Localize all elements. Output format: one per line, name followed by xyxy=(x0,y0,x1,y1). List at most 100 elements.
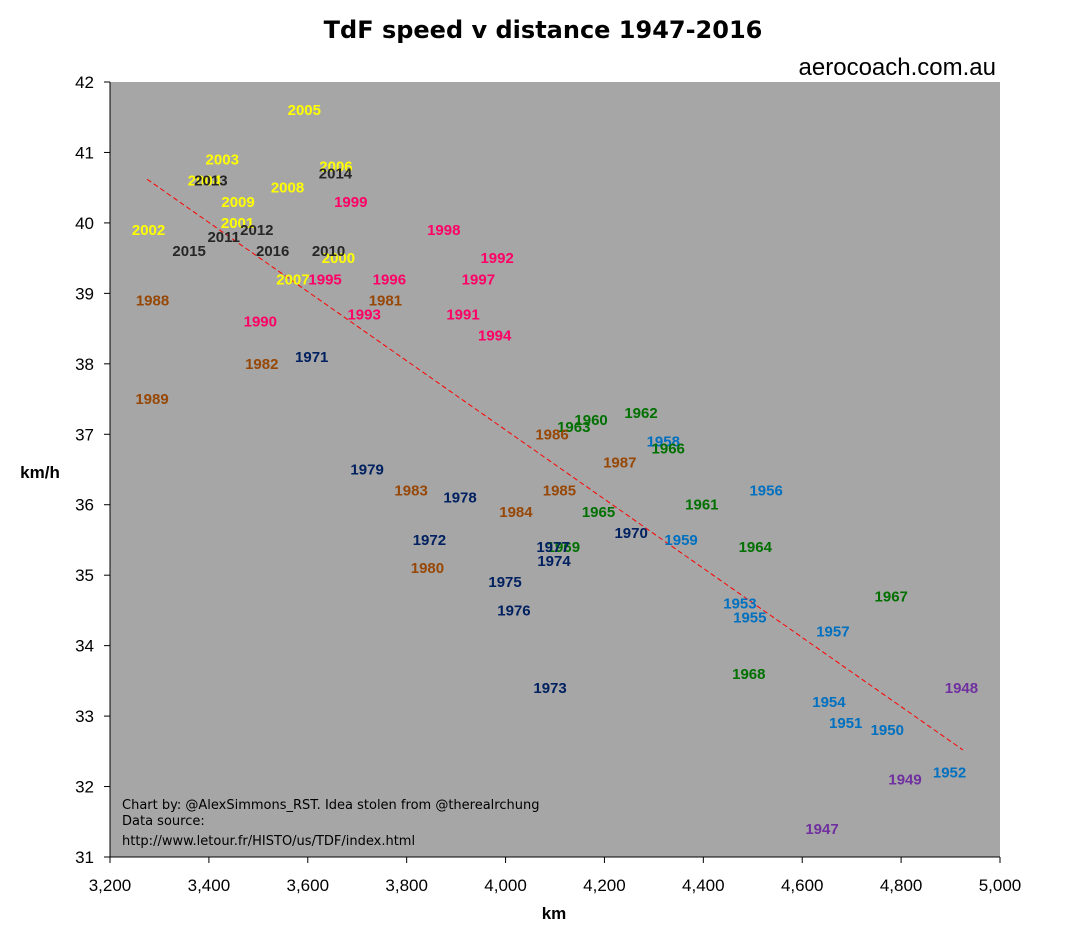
data-point-label: 1987 xyxy=(603,454,636,471)
data-point-label: 1955 xyxy=(733,609,766,626)
data-point-label: 1994 xyxy=(478,328,512,345)
x-tick-label: 3,400 xyxy=(188,876,231,895)
data-point-label: 1970 xyxy=(614,525,647,542)
data-point-label: 2008 xyxy=(271,180,304,197)
x-tick-label: 4,800 xyxy=(880,876,923,895)
x-tick-label: 5,000 xyxy=(979,876,1022,895)
data-point-label: 1995 xyxy=(308,271,341,288)
data-point-label: 1971 xyxy=(295,349,328,366)
data-point-label: 2015 xyxy=(172,243,205,260)
data-point-label: 1967 xyxy=(875,588,908,605)
data-point-label: 1950 xyxy=(871,722,904,739)
data-point-label: 2016 xyxy=(256,243,289,260)
trendline xyxy=(146,178,964,751)
data-point-label: 2005 xyxy=(288,102,321,119)
data-point-label: 2011 xyxy=(207,229,240,246)
data-point-label: 1956 xyxy=(749,483,782,500)
y-tick-label: 36 xyxy=(75,496,94,515)
data-point-label: 2002 xyxy=(132,222,165,239)
data-point-label: 1977 xyxy=(536,539,569,556)
data-point-label: 1974 xyxy=(537,553,571,570)
data-point-label: 2012 xyxy=(240,222,273,239)
data-point-label: 2009 xyxy=(221,194,254,211)
data-point-label: 1991 xyxy=(446,307,479,324)
data-point-label: 1998 xyxy=(427,222,460,239)
data-point-label: 1982 xyxy=(245,356,278,373)
data-point-label: 2013 xyxy=(194,173,227,190)
data-point-label: 1980 xyxy=(411,560,444,577)
data-point-label: 1961 xyxy=(685,497,718,514)
data-point-label: 1983 xyxy=(394,483,427,500)
x-tick-label: 3,600 xyxy=(287,876,330,895)
data-source-label: Data source: xyxy=(122,814,205,829)
data-point-label: 2006 xyxy=(319,159,352,176)
data-point-label: 1986 xyxy=(535,426,568,443)
x-tick-label: 4,000 xyxy=(484,876,527,895)
data-point-label: 1992 xyxy=(480,250,513,267)
data-point-label: 2007 xyxy=(276,271,309,288)
data-point-label: 1990 xyxy=(244,314,277,331)
data-point-label: 1949 xyxy=(888,772,921,789)
x-tick-label: 4,600 xyxy=(781,876,824,895)
data-source-url: http://www.letour.fr/HISTO/us/TDF/index.… xyxy=(122,834,415,849)
data-point-label: 2004 xyxy=(188,173,222,190)
data-point-label: 1951 xyxy=(829,715,862,732)
data-point-label: 1958 xyxy=(647,433,680,450)
y-tick-label: 35 xyxy=(75,566,94,585)
data-point-label: 1978 xyxy=(443,490,476,507)
data-point-label: 1976 xyxy=(497,602,530,619)
axis-ticks: 3,200 3,400 3,600 3,800 4,000 4,200 4,400 4,600… xyxy=(75,73,1021,895)
y-tick-label: 40 xyxy=(75,214,94,233)
x-tick-label: 3,200 xyxy=(89,876,132,895)
y-tick-label: 39 xyxy=(75,284,94,303)
data-point-label: 1985 xyxy=(543,483,576,500)
data-point-label: 2014 xyxy=(319,166,353,183)
data-point-label: 1947 xyxy=(805,821,838,838)
y-tick-label: 42 xyxy=(75,73,94,92)
data-point-label: 1952 xyxy=(933,764,966,781)
data-point-label: 2000 xyxy=(322,250,355,267)
y-tick-label: 34 xyxy=(75,637,94,656)
data-point-label: 1989 xyxy=(135,391,168,408)
data-point-label: 1966 xyxy=(652,440,685,457)
data-point-label: 1999 xyxy=(334,194,367,211)
y-tick-label: 33 xyxy=(75,707,94,726)
x-tick-label: 4,400 xyxy=(682,876,725,895)
x-axis-label: km xyxy=(542,904,567,923)
x-tick-label: 4,200 xyxy=(583,876,626,895)
data-point-label: 1963 xyxy=(557,419,590,436)
data-point-label: 1954 xyxy=(812,694,846,711)
chart-title: TdF speed v distance 1947-2016 xyxy=(324,16,763,44)
data-point-label: 1960 xyxy=(574,412,607,429)
credit-note: Chart by: @AlexSimmons_RST. Idea stolen … xyxy=(122,798,539,813)
chart-notes: Chart by: @AlexSimmons_RST. Idea stolen … xyxy=(122,798,539,849)
data-point-label: 1979 xyxy=(350,462,383,479)
data-point-label: 1973 xyxy=(533,680,566,697)
y-tick-label: 31 xyxy=(75,848,94,867)
x-tick-label: 3,800 xyxy=(385,876,428,895)
data-point-label: 1959 xyxy=(664,532,697,549)
data-point-label: 1975 xyxy=(488,574,521,591)
data-point-label: 1969 xyxy=(547,539,580,556)
data-point-label: 1948 xyxy=(945,680,978,697)
data-point-label: 1988 xyxy=(136,292,169,309)
watermark-text: aerocoach.com.au xyxy=(799,54,996,81)
data-point-label: 1972 xyxy=(413,532,446,549)
data-point-label: 1968 xyxy=(732,666,765,683)
data-point-label: 1953 xyxy=(723,595,756,612)
plot-area xyxy=(110,82,1000,857)
data-point-label: 1964 xyxy=(739,539,773,556)
data-point-label: 2010 xyxy=(312,243,345,260)
data-point-label: 1984 xyxy=(499,504,533,521)
data-point-label: 1981 xyxy=(369,292,402,309)
data-labels: 1947 1948 1949 1950 1951 1952 1953 1954 1955 1956… xyxy=(132,102,978,838)
data-point-label: 2001 xyxy=(221,215,254,232)
y-tick-label: 41 xyxy=(75,143,94,162)
y-tick-label: 37 xyxy=(75,425,94,444)
data-point-label: 1997 xyxy=(462,271,495,288)
data-point-label: 1962 xyxy=(624,405,657,422)
y-tick-label: 38 xyxy=(75,355,94,374)
data-point-label: 1996 xyxy=(373,271,406,288)
y-tick-label: 32 xyxy=(75,778,94,797)
